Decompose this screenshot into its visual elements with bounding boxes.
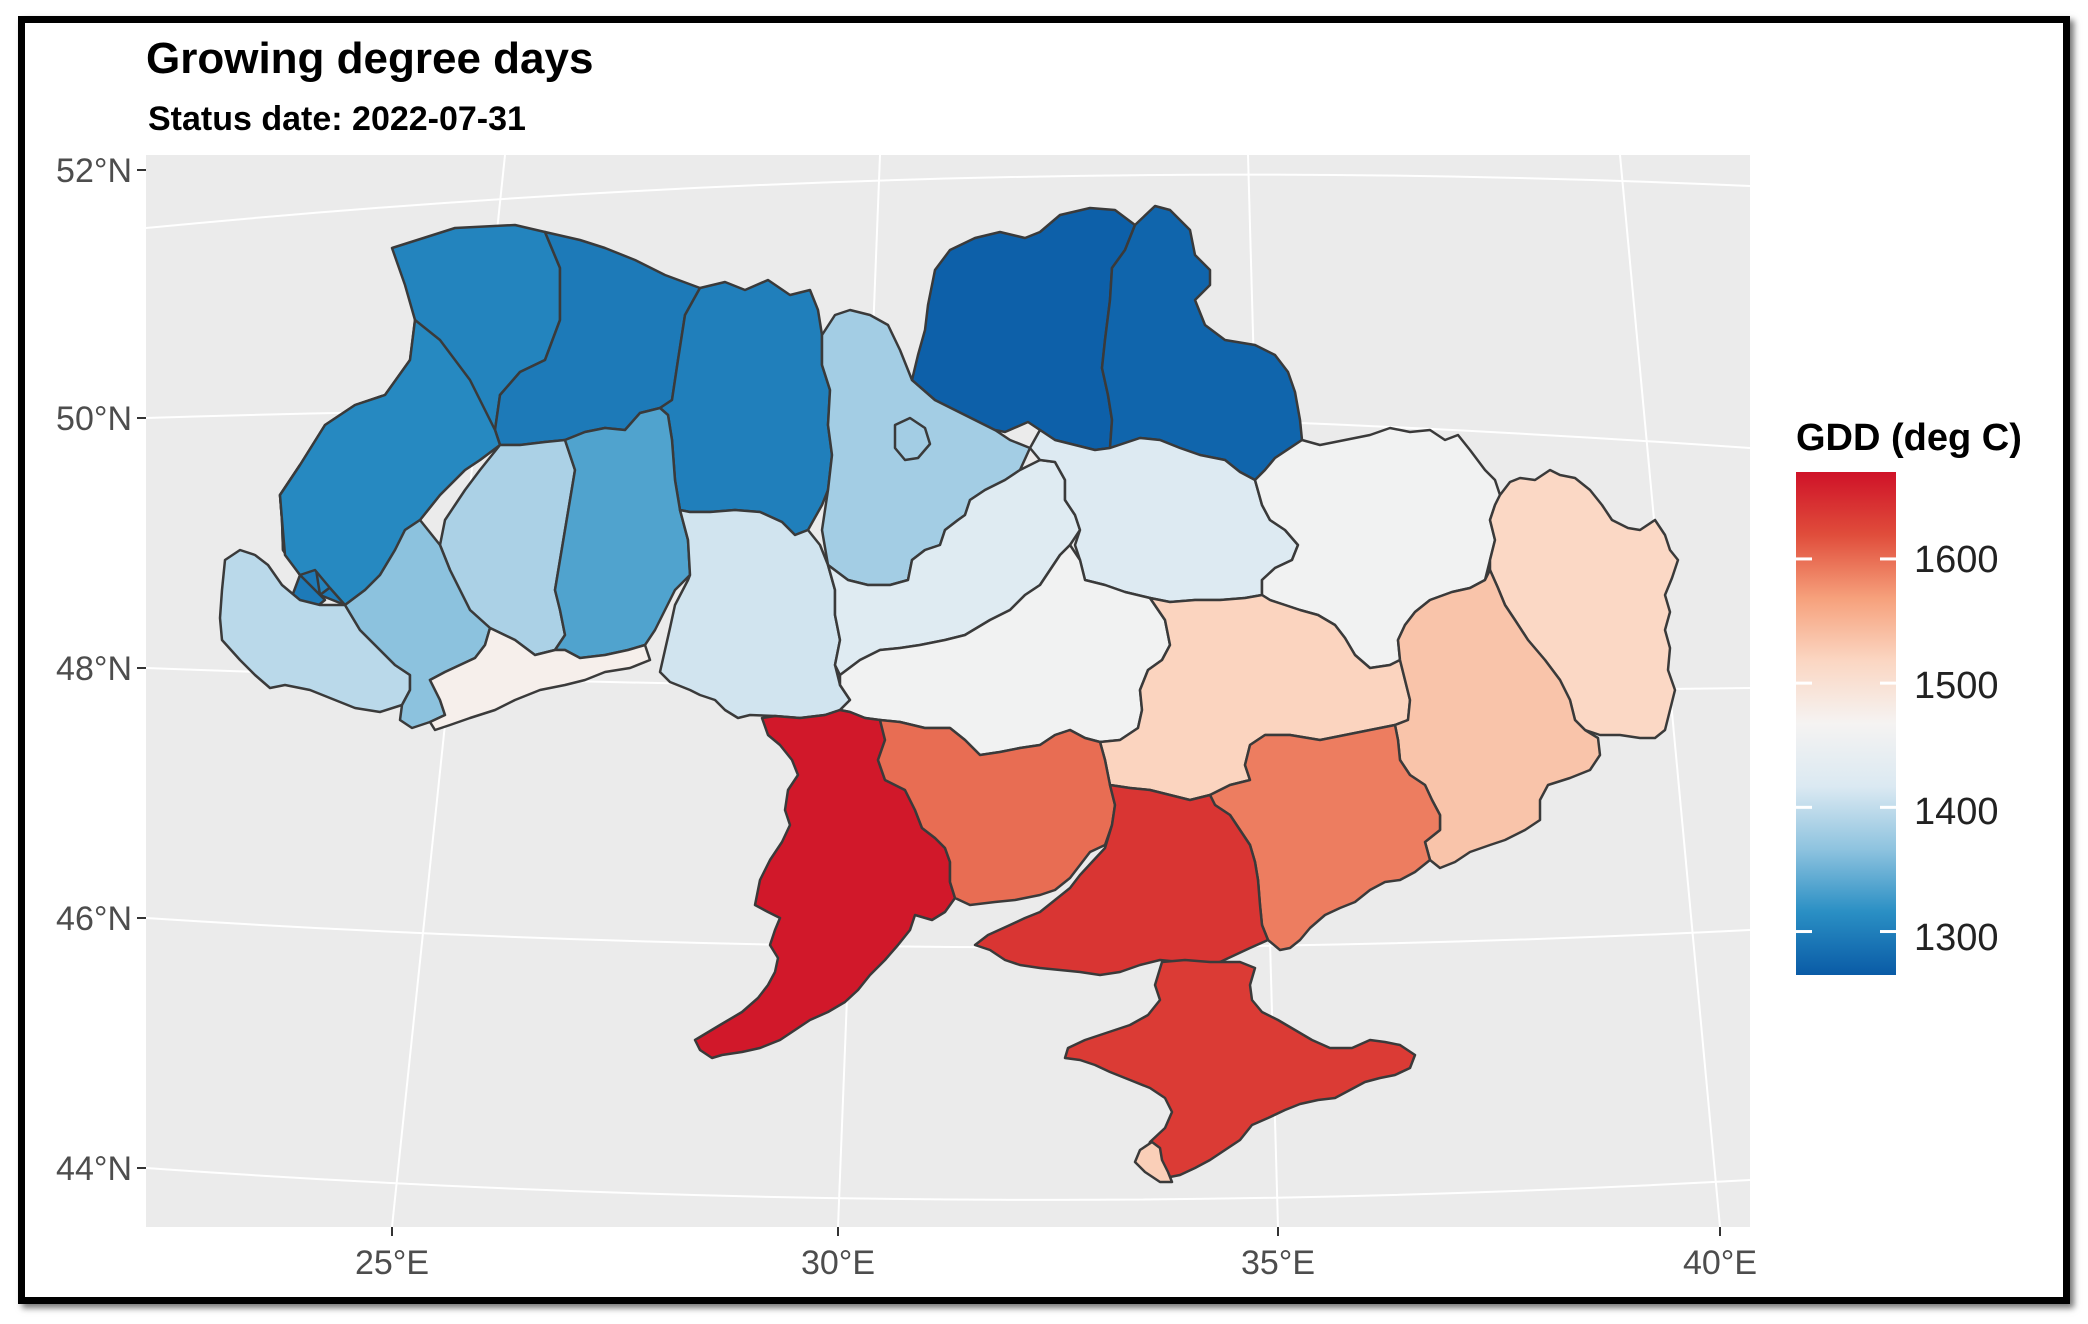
gridline-lat-52n xyxy=(145,173,1751,229)
legend-tick-label: 1300 xyxy=(1914,917,1999,959)
regions-layer xyxy=(218,204,1680,1184)
legend-tick-label: 1600 xyxy=(1914,539,1999,581)
region-lviv-main[interactable] xyxy=(278,318,502,607)
x-tick-label: 30°E xyxy=(801,1244,875,1282)
y-tick-label: 48°N xyxy=(56,650,132,688)
region-crimea[interactable] xyxy=(1063,958,1417,1180)
x-axis-ticks: 25°E 30°E 35°E 40°E xyxy=(355,1244,1757,1282)
x-tick-label: 35°E xyxy=(1241,1244,1315,1282)
legend-tick-label: 1400 xyxy=(1914,791,1999,833)
legend-colorbar xyxy=(1796,472,1896,975)
region-chernivtsi[interactable] xyxy=(428,626,652,732)
region-khmelnytskyi[interactable] xyxy=(553,406,692,660)
x-tick-label: 25°E xyxy=(355,1244,429,1282)
y-tick-label: 50°N xyxy=(56,400,132,438)
legend-title: GDD (deg C) xyxy=(1796,417,2022,459)
figure-frame xyxy=(18,16,2070,1304)
y-tick-label: 46°N xyxy=(56,900,132,938)
x-tick-marks xyxy=(391,1227,1721,1236)
y-tick-marks xyxy=(137,169,146,1169)
y-axis-ticks: 52°N 50°N 48°N 46°N 44°N xyxy=(56,152,132,1188)
legend-ticks xyxy=(1796,557,1896,934)
region-zhytomyr[interactable] xyxy=(658,278,834,537)
x-tick-label: 40°E xyxy=(1683,1244,1757,1282)
region-sevastopol[interactable] xyxy=(1133,1140,1174,1184)
legend: GDD (deg C) 1600 1500 1400 1300 xyxy=(1796,417,2022,975)
map-subtitle: Status date: 2022-07-31 xyxy=(148,100,526,138)
legend-tick-label: 1500 xyxy=(1914,665,1999,707)
region-kherson[interactable] xyxy=(973,783,1270,977)
y-tick-label: 52°N xyxy=(56,152,132,190)
y-tick-label: 44°N xyxy=(56,1150,132,1188)
gridline-lat-46n xyxy=(145,917,1751,949)
gridline-lat-44n xyxy=(145,1167,1751,1201)
map-title: Growing degree days xyxy=(146,34,594,83)
region-mykolaiv[interactable] xyxy=(876,718,1117,907)
